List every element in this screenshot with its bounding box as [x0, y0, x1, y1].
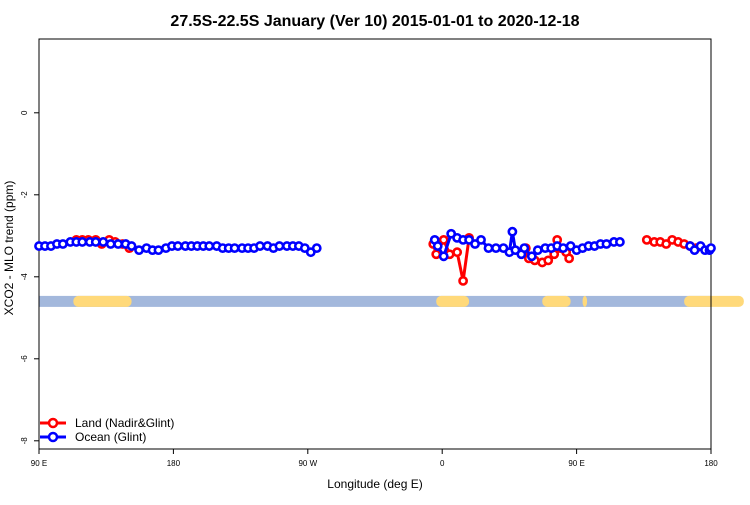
data-point	[204, 241, 215, 251]
legend-item-land: Land (Nadir&Glint)	[40, 416, 174, 430]
data-point	[438, 251, 449, 262]
data-point	[134, 245, 144, 256]
legend-marker	[47, 431, 59, 443]
data-point	[438, 234, 449, 245]
data-point	[564, 253, 575, 264]
y-tick-label: -6	[20, 355, 29, 363]
data-point	[255, 241, 265, 251]
data-point	[431, 249, 442, 260]
data-point	[98, 237, 109, 247]
surface-land	[684, 295, 744, 307]
x-tick-label: 180	[704, 459, 718, 468]
y-tick-label: -2	[20, 191, 29, 199]
data-point	[543, 255, 554, 266]
data-point	[641, 234, 652, 245]
legend-marker	[47, 417, 59, 429]
data-point	[615, 237, 625, 247]
surface-land	[73, 295, 132, 307]
data-point	[105, 239, 116, 249]
x-tick-label: 180	[167, 459, 181, 468]
data-point	[172, 241, 183, 251]
data-point	[57, 239, 68, 249]
data-point	[526, 251, 537, 262]
y-tick-label: 0	[20, 110, 29, 115]
y-tick-label: -8	[20, 437, 29, 445]
surface-bar	[39, 295, 744, 307]
x-tick-label: 90 W	[298, 459, 317, 468]
data-point	[90, 237, 101, 247]
data-point	[113, 239, 124, 249]
surface-land	[436, 295, 470, 307]
legend: Land (Nadir&Glint) Ocean (Glint)	[40, 416, 174, 444]
surface-land	[582, 295, 588, 307]
data-point	[476, 234, 486, 245]
data-point	[311, 243, 322, 253]
data-point	[229, 243, 240, 253]
data-point	[601, 239, 612, 249]
data-point	[432, 241, 443, 251]
data-point	[706, 243, 716, 253]
surface-land	[542, 295, 571, 307]
data-point	[491, 243, 501, 253]
data-point	[507, 226, 518, 237]
x-axis-label: Longitude (deg E)	[327, 477, 422, 491]
y-axis-label: XCO2 - MLO trend (ppm)	[2, 181, 16, 316]
data-point	[274, 241, 285, 251]
data-point	[458, 275, 469, 286]
x-tick-label: 0	[440, 459, 445, 468]
surface-ocean	[39, 295, 711, 307]
data-point	[452, 247, 463, 258]
data-point	[519, 243, 530, 253]
data-point	[558, 243, 569, 253]
data-point	[483, 243, 494, 253]
series-layer	[34, 226, 716, 286]
legend-label: Ocean (Glint)	[75, 430, 146, 444]
data-point	[126, 241, 137, 251]
legend-label: Land (Nadir&Glint)	[75, 416, 174, 430]
x-tick-label: 90 E	[31, 459, 47, 468]
axes: 90 E 180 90 W 0 90 E 180 0 -2 -4 -6 -8	[20, 110, 718, 468]
legend-item-ocean: Ocean (Glint)	[40, 430, 146, 444]
series-ocean	[34, 226, 716, 262]
data-point	[532, 245, 543, 256]
data-point	[153, 245, 164, 256]
data-point	[77, 237, 88, 247]
x-tick-label: 90 E	[568, 459, 584, 468]
y-tick-label: -4	[20, 273, 29, 281]
chart-title: 27.5S-22.5S January (Ver 10) 2015-01-01 …	[170, 13, 579, 30]
